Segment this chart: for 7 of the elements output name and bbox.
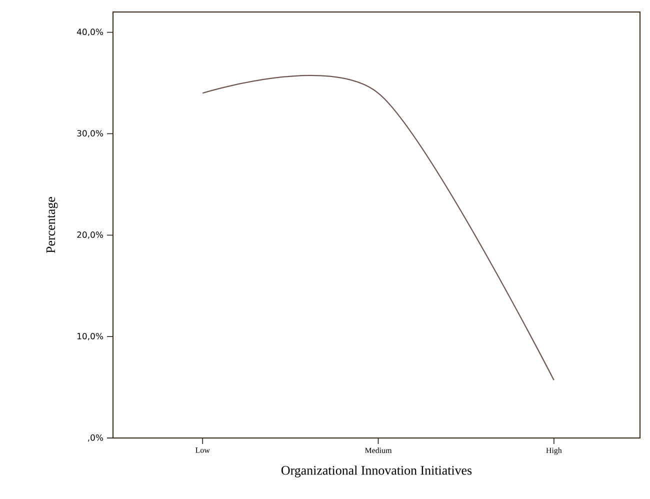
y-axis-title: Percentage	[46, 197, 58, 254]
y-tick-label: 40,0%	[76, 28, 104, 36]
x-axis-title: Organizational Innovation Initiatives	[281, 466, 472, 478]
y-tick-label: 10,0%	[78, 332, 104, 340]
y-tick-label: ,0%	[88, 434, 104, 442]
y-tick-label: 20,0%	[77, 232, 104, 239]
y-tick-label: 30,0%	[77, 130, 104, 138]
